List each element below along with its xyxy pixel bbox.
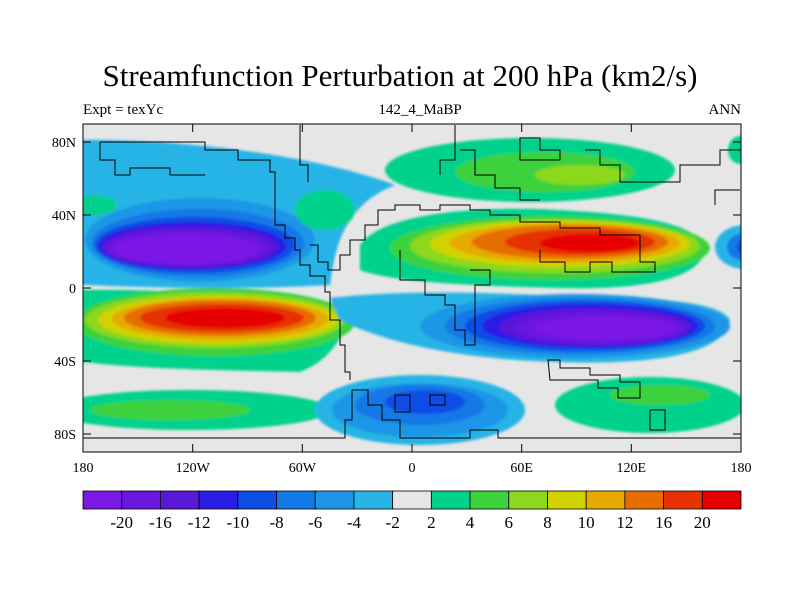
colorbar-swatch [392,490,432,510]
colorbar-label: -4 [347,513,362,532]
coastlines [83,125,741,439]
colorbar-label: -8 [269,513,283,532]
colorbar-swatch [547,490,587,510]
contour-positive-arctic [83,136,741,230]
x-tick-label: 0 [409,461,416,476]
colorbar-label: -10 [226,513,249,532]
colorbar-swatch [160,490,200,510]
x-tick-label: 120E [617,461,647,476]
colorbar-swatch [276,490,316,510]
plot-title: Streamfunction Perturbation at 200 hPa (… [102,58,698,93]
colorbar-swatch [198,490,239,510]
colorbar-label: 4 [466,513,475,532]
colorbar-swatch [701,490,742,510]
colorbar-label: 16 [655,513,672,532]
colorbar-swatch [430,490,471,510]
colorbar-swatch [585,490,626,510]
colorbar-label: -12 [188,513,211,532]
y-tick-label: 80S [54,428,76,443]
colorbar-swatch [121,490,161,510]
x-tick-label: 120W [176,461,211,476]
colorbar: -20 -16 -12 -10 -8 -6 -4 -2 2 4 6 8 10 12 16 20 [82,490,742,532]
colorbar-swatch [469,490,510,510]
season-label: ANN [708,102,742,118]
contour-field [83,124,741,452]
contour-negative-east-edge [715,225,741,269]
contour-negative-indian-ocean [330,292,730,363]
case-label: 142_4_MaBP [378,102,462,118]
contour-negative-southern-ocean [315,375,525,445]
colorbar-label: 20 [694,513,711,532]
colorbar-swatch [237,490,277,510]
colorbar-label: 8 [543,513,552,532]
x-tick-label: 180 [73,461,94,476]
colorbar-label: 12 [616,513,633,532]
colorbar-swatch [663,490,703,510]
y-axis [83,141,741,435]
contour-negative-north-america [83,139,395,288]
colorbar-label: -16 [149,513,172,532]
contour-positive-south-pacific [83,288,355,372]
experiment-label: Expt = texYc [83,102,164,118]
x-tick-label: 60W [289,461,317,476]
colorbar-label: -6 [308,513,322,532]
colorbar-label: 6 [505,513,514,532]
y-tick-label: 0 [69,282,76,297]
colorbar-label: 2 [427,513,436,532]
colorbar-swatch [314,490,355,510]
colorbar-label: -2 [386,513,400,532]
y-tick-label: 40S [54,355,76,370]
colorbar-swatch [82,490,123,510]
y-tick-label: 40N [52,209,76,224]
x-tick-label: 180 [731,461,752,476]
colorbar-swatch [624,490,664,510]
y-tick-label: 80N [52,136,76,151]
x-tick-label: 60E [510,461,533,476]
x-axis [82,124,742,452]
colorbar-label: -20 [110,513,133,532]
colorbar-swatch [353,490,394,510]
colorbar-label: 10 [578,513,595,532]
colorbar-swatch [508,490,548,510]
